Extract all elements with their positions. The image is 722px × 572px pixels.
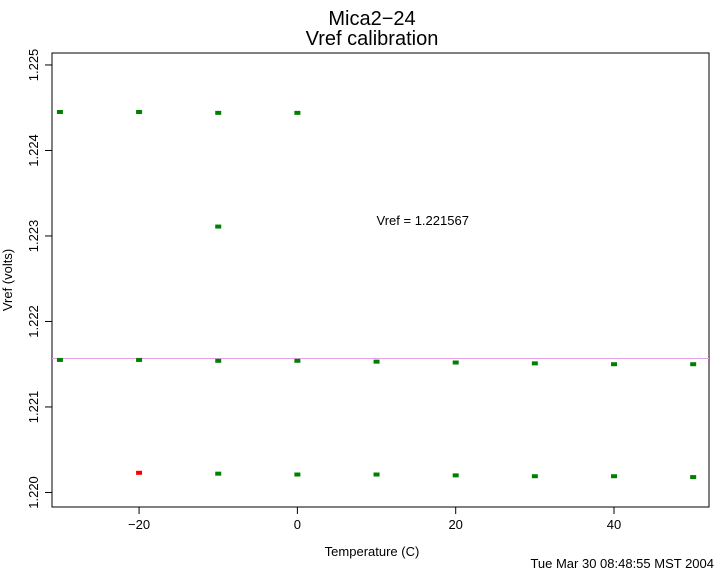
data-point (373, 359, 380, 364)
y-tick-label: 1.221 (26, 391, 41, 424)
x-axis: −20 0 20 40 (128, 507, 621, 532)
y-axis: 1.220 1.221 1.222 1.223 1.224 1.225 (26, 49, 52, 509)
data-point (56, 357, 63, 362)
y-tick-label: 1.223 (26, 220, 41, 253)
data-point (136, 357, 143, 362)
x-tick-label: −20 (128, 517, 150, 532)
data-point (531, 361, 538, 366)
data-point (611, 474, 618, 479)
data-points (56, 109, 697, 480)
chart-title: Mica2−24 (328, 8, 415, 30)
x-tick-label: 40 (607, 517, 621, 532)
plot-area-frame (51, 52, 710, 508)
data-point (690, 475, 697, 480)
data-point (215, 471, 222, 476)
data-point (373, 472, 380, 477)
data-point (56, 109, 63, 114)
y-axis-label: Vref (volts) (0, 249, 15, 311)
data-point (531, 474, 538, 479)
data-point (136, 109, 143, 114)
data-point (452, 473, 459, 478)
chart-subtitle: Vref calibration (306, 28, 439, 50)
data-point (215, 224, 222, 229)
data-point (452, 360, 459, 365)
data-point (611, 362, 618, 367)
x-tick-label: 0 (294, 517, 301, 532)
y-tick-label: 1.220 (26, 476, 41, 509)
data-point (294, 358, 301, 363)
y-tick-label: 1.225 (26, 49, 41, 82)
x-axis-label: Temperature (C) (325, 544, 420, 559)
y-tick-label: 1.222 (26, 305, 41, 338)
data-point (136, 470, 143, 475)
data-point (215, 110, 222, 115)
vref-annotation: Vref = 1.221567 (377, 213, 469, 228)
y-tick-label: 1.224 (26, 134, 41, 167)
data-point (690, 362, 697, 367)
timestamp: Tue Mar 30 08:48:55 MST 2004 (530, 556, 714, 571)
data-point (294, 472, 301, 477)
x-tick-label: 20 (448, 517, 462, 532)
data-point (215, 358, 222, 363)
data-point (294, 110, 301, 115)
